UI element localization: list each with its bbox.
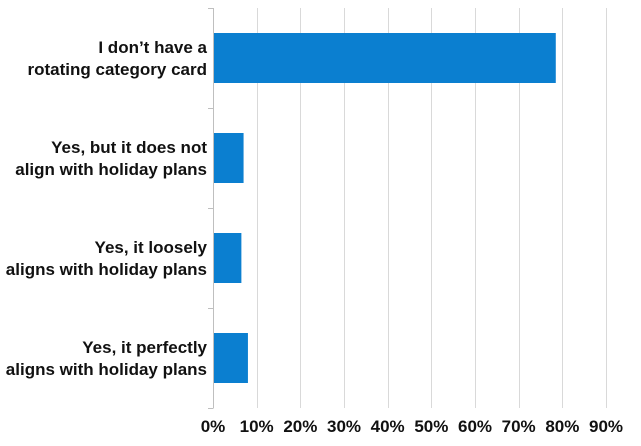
- bar-1: [214, 33, 556, 83]
- x-tick-label-30: 30%: [327, 417, 361, 436]
- x-tick-label-60: 60%: [458, 417, 492, 436]
- category-label-1-line-1: I don’t have a: [98, 38, 207, 57]
- bars: [214, 33, 556, 383]
- x-tick-label-0: 0%: [201, 417, 226, 436]
- x-tick-label-70: 70%: [502, 417, 536, 436]
- category-label-4-line-1: Yes, it perfectly: [82, 338, 207, 357]
- category-label-2-line-1: Yes, but it does not: [51, 138, 207, 157]
- category-label-1-line-2: rotating category card: [28, 60, 208, 79]
- x-tick-label-40: 40%: [371, 417, 405, 436]
- x-tick-label-20: 20%: [283, 417, 317, 436]
- category-axis: [208, 8, 214, 409]
- category-label-3-line-1: Yes, it loosely: [95, 238, 208, 257]
- x-tick-label-90: 90%: [589, 417, 623, 436]
- category-label-3-line-2: aligns with holiday plans: [6, 260, 207, 279]
- x-tick-label-10: 10%: [240, 417, 274, 436]
- category-label-2-line-2: align with holiday plans: [15, 160, 207, 179]
- bar-4: [214, 333, 248, 383]
- x-tick-label-80: 80%: [545, 417, 579, 436]
- bar-2: [214, 133, 244, 183]
- bar-3: [214, 233, 242, 283]
- category-labels: I don’t have a rotating category card Yes,…: [6, 38, 208, 379]
- category-label-4-line-2: aligns with holiday plans: [6, 360, 207, 379]
- x-tick-labels: 0% 10% 20% 30% 40% 50% 60% 70% 80% 90%: [201, 417, 623, 436]
- x-tick-label-50: 50%: [414, 417, 448, 436]
